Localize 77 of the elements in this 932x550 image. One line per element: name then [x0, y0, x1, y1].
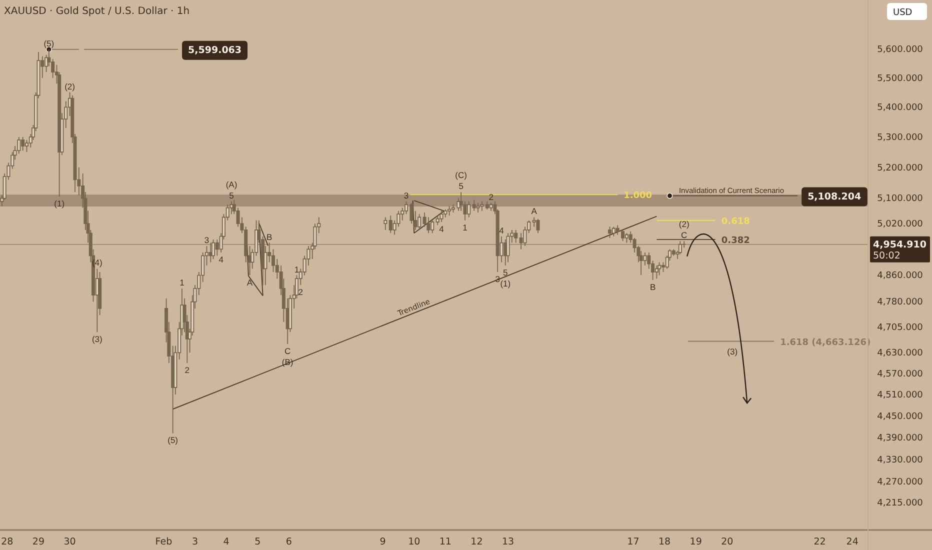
annotation: (1)	[500, 278, 511, 288]
annotation: 3	[404, 190, 409, 200]
y-tick-label: 4,215.000	[877, 498, 924, 508]
y-tick-label: 4,270.000	[877, 478, 924, 488]
x-tick-label: 30	[64, 536, 76, 548]
annotation: 3	[204, 234, 210, 245]
x-tick-label: 28	[1, 536, 14, 548]
x-tick-label: 11	[439, 536, 452, 548]
y-tick-label: 5,020.000	[877, 219, 924, 230]
annotation: B	[650, 282, 656, 292]
annotation: (C)	[455, 170, 468, 180]
annotation: (5)	[168, 435, 178, 446]
ref-line-label: 4,954.910	[873, 239, 927, 250]
annotation: (2)	[64, 81, 76, 92]
annotation: (5)	[44, 38, 54, 48]
x-tick-label: 29	[32, 536, 45, 548]
annotation: 5,108.204	[808, 191, 862, 202]
annotation: 2	[488, 192, 494, 202]
annotation: B	[266, 232, 272, 242]
x-tick-label: Feb	[155, 536, 172, 548]
x-tick-label: 12	[470, 536, 483, 548]
annotation: A	[531, 206, 538, 216]
annotation: 1	[180, 277, 185, 288]
x-tick-label: 18	[658, 536, 671, 548]
y-tick-label: 5,600.000	[877, 44, 924, 55]
y-tick-label: 5,200.000	[877, 163, 924, 174]
series-label: 0.382	[721, 236, 750, 246]
annotation: A	[246, 277, 253, 288]
x-tick-label: 6	[286, 536, 292, 548]
x-tick-label: 17	[627, 536, 640, 548]
y-tick-label: 4,510.000	[877, 390, 924, 400]
y-tick-label: 4,330.000	[877, 455, 924, 466]
y-tick-label: 5,500.000	[877, 74, 924, 84]
y-axis-title: USD	[893, 8, 912, 18]
x-tick-label: 20	[721, 536, 734, 548]
annotation: C	[284, 346, 291, 356]
x-tick-label: 13	[502, 536, 514, 548]
y-tick-label: 4,570.000	[877, 369, 924, 380]
y-tick-label: 4,780.000	[877, 298, 924, 308]
annotation: (A)	[226, 179, 238, 190]
annotation: 1	[462, 222, 468, 232]
annotation: 2	[184, 365, 190, 376]
annotation: 2	[298, 287, 304, 298]
x-tick-label: 9	[380, 536, 386, 548]
annotation: (1)	[54, 198, 65, 208]
text: 50:02	[873, 250, 900, 262]
annotation: 5	[503, 267, 508, 278]
annotation: 1	[294, 264, 300, 274]
x-tick-label: 3	[192, 536, 198, 548]
series-label: 0.618	[721, 216, 750, 227]
annotation: (3)	[92, 334, 103, 344]
series-label: 1.618 (4,663.126)	[780, 338, 871, 348]
y-tick-label: 4,390.000	[877, 433, 924, 444]
y-tick-label: 4,860.000	[877, 271, 924, 282]
y-tick-label: 4,450.000	[877, 412, 924, 422]
text: XAUUSD · Gold Spot / U.S. Dollar · 1h	[4, 6, 190, 17]
annotation: 4	[218, 254, 224, 264]
x-tick-label: 4	[223, 536, 230, 548]
annotation: (2)	[678, 219, 690, 230]
annotation: 5	[229, 190, 234, 200]
annotation: 5	[458, 181, 464, 192]
annotation: 4	[499, 225, 504, 236]
y-tick-label: 5,300.000	[877, 132, 924, 143]
x-tick-label: 22	[814, 536, 826, 548]
x-tick-label: 19	[690, 536, 702, 548]
annotation: (3)	[727, 346, 738, 356]
y-tick-label: 4,705.000	[877, 322, 924, 333]
series-label: 1.000	[624, 191, 652, 202]
x-tick-label: 5	[254, 536, 261, 548]
y-tick-label: 4,630.000	[877, 348, 924, 359]
x-tick-label: 24	[846, 536, 858, 548]
annotation: 5,599.063	[188, 44, 242, 56]
y-tick-label: 5,400.000	[877, 103, 924, 114]
annotation: C	[681, 230, 688, 240]
x-tick-label: 10	[408, 536, 420, 548]
y-tick-label: 5,100.000	[877, 194, 924, 204]
annotation: 4	[439, 224, 444, 234]
